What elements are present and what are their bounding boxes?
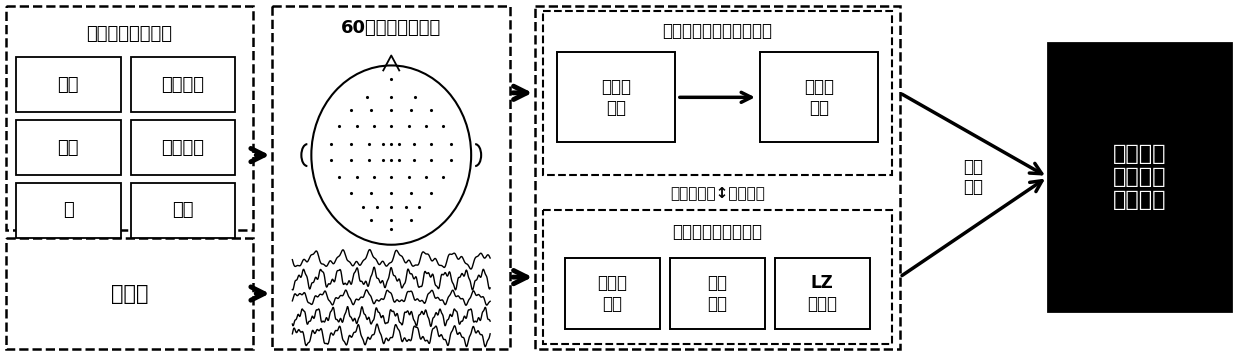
Bar — [6, 238, 254, 350]
Bar — [670, 258, 764, 330]
Text: 静息态: 静息态 — [110, 283, 149, 303]
Text: 相关性分析↕特征筛选: 相关性分析↕特征筛选 — [670, 185, 764, 200]
Bar — [543, 210, 892, 345]
Text: 六种运动想象任务: 六种运动想象任务 — [87, 25, 172, 42]
Text: 右手: 右手 — [57, 139, 79, 157]
Text: 功率
谱熵: 功率 谱熵 — [707, 274, 727, 313]
Text: 60导脑电信号采集: 60导脑电信号采集 — [341, 19, 441, 36]
Bar — [130, 183, 235, 238]
Text: 脚: 脚 — [63, 201, 73, 219]
Text: 双手: 双手 — [172, 201, 193, 219]
Bar — [535, 6, 900, 350]
Bar — [16, 120, 120, 175]
Text: 支持向
量机: 支持向 量机 — [804, 78, 834, 117]
Text: 回归
分析: 回归 分析 — [964, 157, 984, 196]
Text: 左手右脚: 左手右脚 — [161, 76, 204, 94]
Bar — [1047, 42, 1232, 311]
Text: 右手左脚: 右手左脚 — [161, 139, 204, 157]
Text: 左手: 左手 — [57, 76, 79, 94]
Bar — [16, 183, 120, 238]
Bar — [565, 258, 660, 330]
Bar — [6, 6, 254, 230]
Bar — [543, 11, 892, 175]
Text: 归一化
能量: 归一化 能量 — [597, 274, 627, 313]
Ellipse shape — [311, 65, 471, 245]
Bar — [130, 120, 235, 175]
Bar — [130, 57, 235, 112]
Text: 运动想象特征提取与识别: 运动想象特征提取与识别 — [663, 21, 772, 40]
Bar — [558, 52, 675, 142]
Bar — [273, 6, 510, 350]
Text: 静息态脑电特征提取: 静息态脑电特征提取 — [673, 223, 762, 241]
Text: LZ
复杂度: LZ 复杂度 — [808, 274, 838, 313]
Bar — [760, 52, 877, 142]
Bar — [774, 258, 870, 330]
Text: 运动想象
响应能力
预测模型: 运动想象 响应能力 预测模型 — [1113, 144, 1166, 210]
Bar — [16, 57, 120, 112]
Text: 共空间
模式: 共空间 模式 — [601, 78, 631, 117]
